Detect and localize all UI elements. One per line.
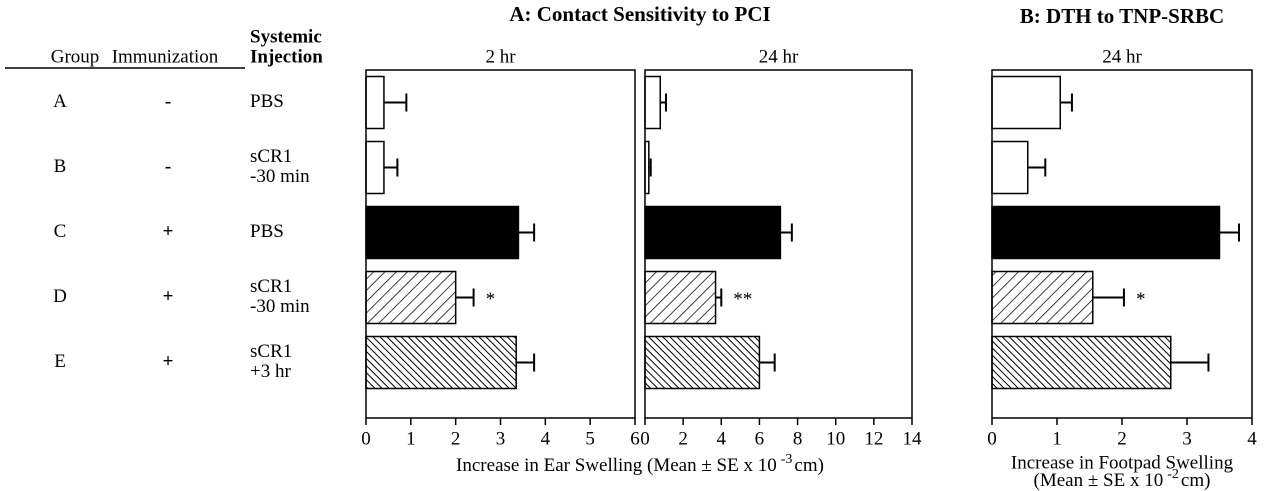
bar: [991, 140, 1029, 195]
panel-subtitle: 2 hr: [485, 46, 516, 67]
immunization: +: [163, 286, 174, 307]
error-bar: [780, 223, 793, 242]
x-tick-label: 0: [987, 428, 997, 449]
error-bar: [648, 158, 652, 177]
x-axis-label: (Mean ± SE x 10 -2 cm): [1034, 467, 1211, 491]
x-axis-label: Increase in Ear Swelling (Mean ± SE x 10…: [456, 452, 824, 476]
x-axis-label-text: (Mean ± SE x 10: [1034, 470, 1164, 491]
bar: [644, 335, 761, 390]
significance: *: [486, 289, 496, 310]
bar: [644, 75, 662, 130]
significance: *: [1136, 289, 1146, 310]
x-tick-label: 1: [406, 428, 416, 449]
x-tick-label: 10: [826, 428, 845, 449]
x-tick-label: 0: [361, 428, 371, 449]
x-tick-label: 2: [678, 428, 688, 449]
col-header: Immunization: [112, 46, 219, 67]
panel-subtitle: 24 hr: [759, 46, 799, 67]
x-tick-label: 3: [496, 428, 506, 449]
bar: [644, 270, 717, 325]
immunization: -: [165, 156, 171, 177]
injection: PBS: [250, 91, 284, 112]
panel-title: B: DTH to TNP-SRBC: [1020, 4, 1224, 28]
injection: sCR1: [250, 276, 292, 297]
group-label: A: [53, 91, 67, 112]
injection: sCR1: [250, 341, 292, 362]
injection: +3 hr: [250, 361, 291, 382]
error-bar: [1170, 353, 1210, 372]
bar: [644, 205, 782, 260]
x-tick-label: 12: [864, 428, 883, 449]
bar: [365, 140, 385, 195]
error-bar: [383, 93, 408, 112]
x-tick-label: 8: [793, 428, 803, 449]
group-label: E: [54, 351, 66, 372]
significance: **: [733, 289, 752, 310]
group-label: D: [53, 286, 67, 307]
immunization: +: [163, 221, 174, 242]
bar: [991, 205, 1221, 260]
x-axis-label-sup: -3: [781, 452, 793, 467]
error-bar: [1219, 223, 1240, 242]
x-tick-label: 4: [541, 428, 551, 449]
injection: -30 min: [250, 296, 310, 317]
x-axis-label-text: Increase in Ear Swelling (Mean ± SE x 10: [456, 455, 777, 476]
col-header: Group: [51, 46, 100, 67]
x-tick-label: 4: [717, 428, 727, 449]
injection: -30 min: [250, 166, 310, 187]
error-bar: [759, 353, 776, 372]
x-tick-label: 14: [903, 428, 923, 449]
bar: [365, 270, 457, 325]
col-header: Systemic: [250, 26, 322, 47]
x-tick-label: 3: [1182, 428, 1192, 449]
bar: [991, 270, 1094, 325]
x-tick-label: 1: [1052, 428, 1062, 449]
x-tick-label: 2: [1117, 428, 1127, 449]
x-tick-label: 2: [451, 428, 461, 449]
x-axis-label-sup: -2: [1167, 467, 1179, 482]
bar: [365, 335, 517, 390]
x-tick-label: 6: [630, 428, 640, 449]
error-bar: [1092, 288, 1125, 307]
bar: [991, 75, 1061, 130]
x-tick-label: 5: [585, 428, 595, 449]
x-tick-label: 0: [640, 428, 650, 449]
injection: PBS: [250, 221, 284, 242]
injection: sCR1: [250, 146, 292, 167]
error-bar: [715, 288, 723, 307]
x-axis-label-unit: cm): [1181, 470, 1211, 491]
group-label: B: [54, 156, 67, 177]
error-bar: [383, 158, 399, 177]
panel-title: A: Contact Sensitivity to PCI: [509, 2, 770, 26]
x-tick-label: 6: [755, 428, 765, 449]
error-bar: [660, 93, 667, 112]
bar: [365, 75, 385, 130]
error-bar: [455, 288, 475, 307]
x-axis-label: Increase in Footpad Swelling: [1011, 452, 1234, 473]
immunization: +: [163, 351, 174, 372]
bar: [991, 335, 1172, 390]
x-tick-label: 4: [1247, 428, 1257, 449]
col-header: Injection: [250, 46, 323, 67]
error-bar: [518, 223, 536, 242]
x-axis-label-unit: cm): [794, 455, 824, 476]
error-bar: [1027, 158, 1047, 177]
panel-subtitle: 24 hr: [1102, 46, 1142, 67]
immunization: -: [165, 91, 171, 112]
bar: [365, 205, 520, 260]
error-bar: [516, 353, 536, 372]
error-bar: [1060, 93, 1073, 112]
plot-frame: [644, 69, 913, 419]
group-label: C: [54, 221, 67, 242]
